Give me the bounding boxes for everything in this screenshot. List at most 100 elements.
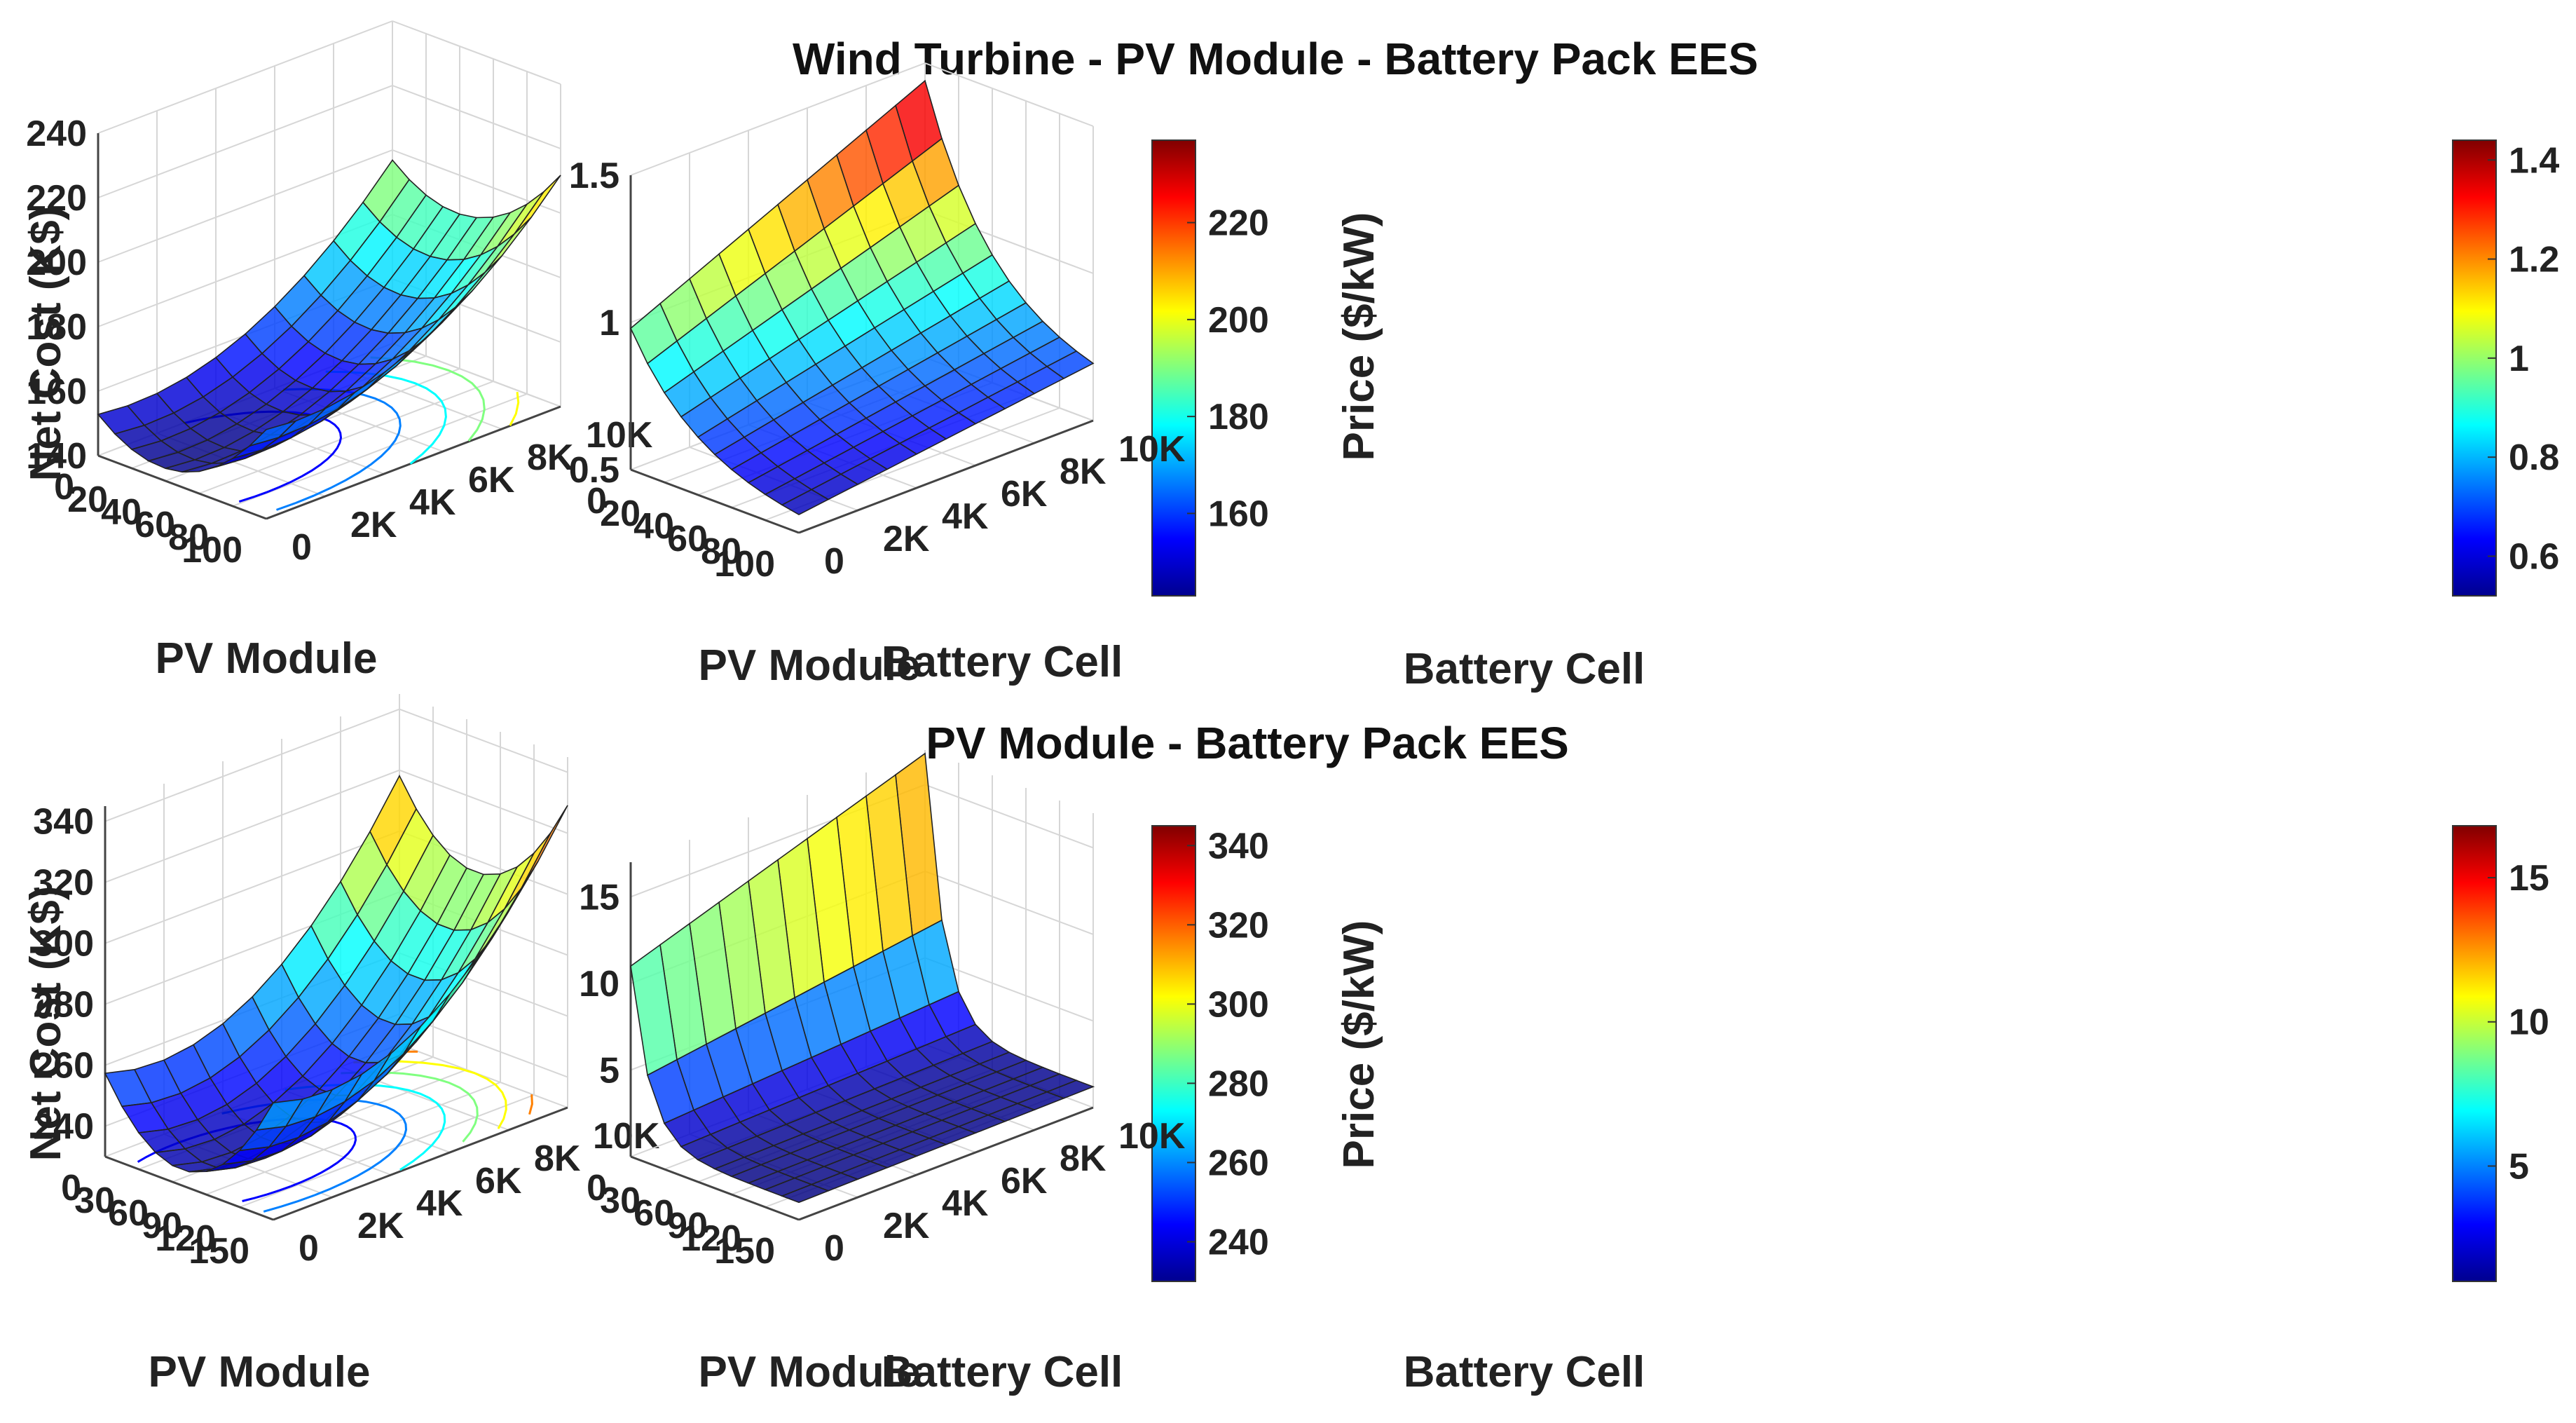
y-tick-label: 10K — [1118, 429, 1186, 470]
z-axis-label: Net Cost (K$) — [22, 206, 70, 482]
z-axis-label: Price ($/kW) — [1335, 212, 1383, 461]
x-axis-line — [104, 1155, 274, 1221]
x-tick-label: 30 — [74, 1180, 115, 1221]
z-tick-label: 1.5 — [569, 156, 619, 196]
y-tick-label: 4K — [416, 1183, 463, 1224]
z-tick-label: 5 — [599, 1050, 619, 1091]
x-axis-label: PV Module — [149, 1348, 371, 1396]
z-tick-label: 160 — [26, 372, 87, 412]
surface-cell — [781, 489, 830, 516]
y-tick-label: 8K — [534, 1138, 581, 1179]
colorbar: 5 10 15 — [2452, 825, 2549, 1282]
colorbar-tick-label: 200 — [1208, 300, 1269, 341]
colorbar-tick-label: 0.6 — [2509, 536, 2559, 577]
y-tick-label: 6K — [468, 460, 515, 501]
y-tick-label: 2K — [357, 1206, 404, 1246]
contour-level — [509, 392, 520, 426]
y-tick-label: 2K — [883, 1206, 930, 1246]
y-tick-label: 4K — [942, 496, 989, 537]
x-tick-label: 90 — [142, 1206, 182, 1246]
x-axis-line — [97, 454, 267, 520]
x-tick-label: 80 — [168, 517, 209, 558]
x-tick-label: 0 — [587, 481, 607, 522]
axes — [629, 175, 1094, 534]
colorbar: 160 180 200 220 — [1151, 139, 1269, 597]
colorbar-tick-label: 340 — [1208, 826, 1269, 866]
colorbar-tick-label: 10 — [2509, 1002, 2549, 1043]
colorbar-tick-label: 1.2 — [2509, 240, 2559, 280]
y-tick-label: 0 — [299, 1228, 319, 1269]
y-tick-label: 0 — [824, 1228, 844, 1269]
x-tick-label: 120 — [680, 1218, 741, 1259]
z-tick-label: 280 — [33, 985, 94, 1026]
x-axis-label: PV Module — [699, 1348, 921, 1396]
z-tick-label: 10 — [579, 964, 619, 1005]
x-tick-label: 0 — [54, 467, 74, 508]
surface-cell — [780, 1183, 830, 1204]
axes — [629, 862, 1094, 1221]
z-tick-label: 140 — [26, 436, 87, 477]
x-axis-line — [630, 1155, 800, 1221]
colorbar-tick-label: 15 — [2509, 858, 2549, 899]
x-tick-label: 100 — [181, 530, 242, 571]
colorbar: 0.6 0.8 1 1.2 1.4 — [2452, 139, 2559, 597]
z-tick-label: 1 — [599, 303, 619, 343]
x-axis-label: PV Module — [699, 641, 921, 690]
x-tick-label: 40 — [633, 506, 674, 547]
y-tick-label: 10K — [1118, 1116, 1186, 1157]
y-tick-label: 4K — [409, 482, 456, 523]
surface-cell — [249, 420, 296, 447]
figure-title-top: Wind Turbine - PV Module - Battery Pack … — [793, 34, 1758, 84]
z-tick-label: 180 — [26, 307, 87, 348]
colorbar-tick-label: 280 — [1208, 1063, 1269, 1104]
x-tick-label: 30 — [600, 1180, 640, 1221]
z-axis-label: Price ($/kW) — [1335, 920, 1383, 1169]
surface-mesh — [97, 159, 561, 473]
colorbar-tick-label: 260 — [1208, 1143, 1269, 1183]
x-tick-label: 150 — [714, 1231, 775, 1272]
axes — [97, 133, 561, 520]
y-axis-line — [798, 419, 1094, 534]
contour-level — [528, 1094, 533, 1115]
colorbar-tick-label: 1 — [2509, 339, 2529, 379]
y-tick-label: 8K — [1060, 1138, 1107, 1179]
z-tick-label: 260 — [33, 1046, 94, 1087]
y-tick-label: 10K — [586, 415, 653, 456]
surface-cell — [255, 1098, 304, 1131]
contour-level — [275, 502, 296, 511]
colorbar-gradient — [2452, 139, 2497, 597]
colorbar-gradient — [1151, 139, 1196, 597]
y-tick-label: 6K — [475, 1161, 522, 1201]
y-tick-label: 0 — [824, 541, 844, 582]
x-tick-label: 0 — [587, 1168, 607, 1208]
x-tick-label: 100 — [714, 544, 775, 585]
x-tick-label: 90 — [667, 1206, 708, 1246]
y-axis-line — [798, 1106, 1094, 1221]
y-axis-label: Battery Cell — [1404, 1348, 1645, 1396]
colorbar-tick-label: 320 — [1208, 905, 1269, 946]
z-tick-label: 240 — [33, 1107, 94, 1148]
z-tick-label: 0.5 — [569, 450, 619, 491]
x-tick-label: 0 — [61, 1168, 81, 1208]
y-axis-label: Battery Cell — [882, 1348, 1123, 1396]
colorbar-tick-label: 240 — [1208, 1222, 1269, 1262]
y-tick-label: 6K — [1001, 1161, 1048, 1201]
x-tick-label: 80 — [701, 531, 741, 572]
y-tick-label: 8K — [527, 437, 574, 478]
y-tick-label: 6K — [1001, 474, 1048, 515]
axes — [104, 806, 568, 1221]
x-axis-line — [630, 468, 800, 534]
z-tick-label: 340 — [33, 802, 94, 843]
surface-mesh — [630, 752, 1095, 1204]
colorbar-tick-label: 0.8 — [2509, 437, 2559, 478]
x-tick-label: 60 — [135, 505, 175, 545]
z-tick-label: 240 — [26, 114, 87, 154]
y-tick-label: 2K — [883, 519, 930, 559]
colorbar-tick-label: 1.4 — [2509, 140, 2559, 181]
colorbar-tick-label: 300 — [1208, 984, 1269, 1025]
